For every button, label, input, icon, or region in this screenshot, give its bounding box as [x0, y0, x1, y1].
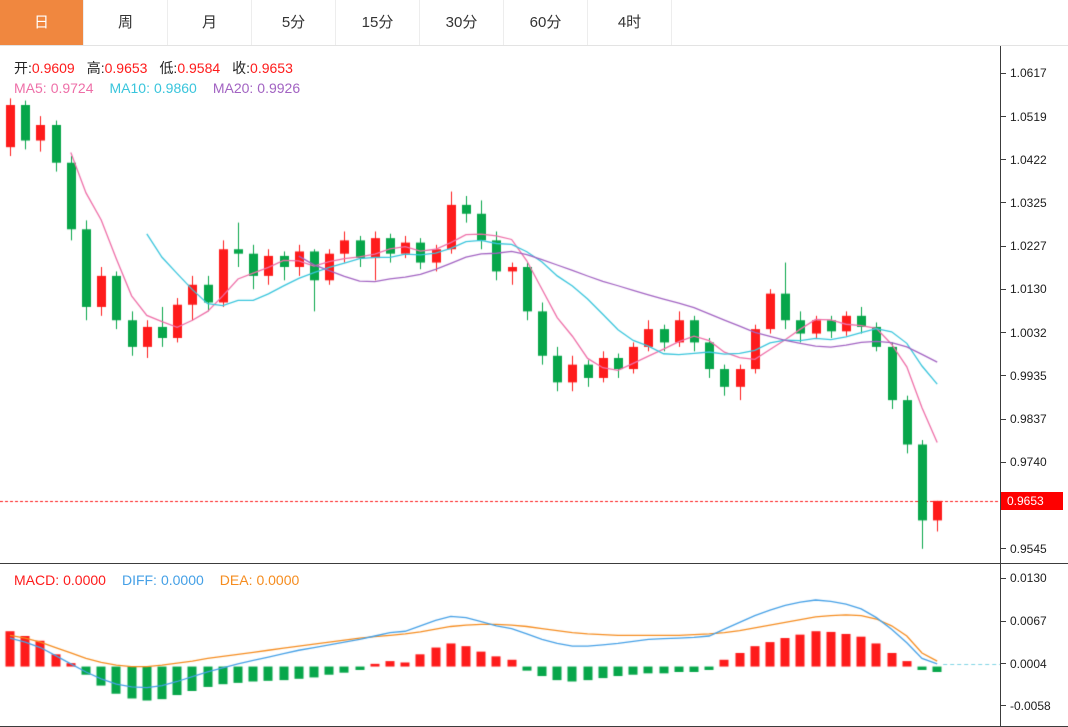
ma5-value: 0.9724	[50, 80, 94, 96]
axis-tick	[1001, 705, 1006, 707]
axis-tick	[1001, 461, 1006, 463]
y-axis-label: 1.0422	[1001, 152, 1047, 168]
ma20-label: MA20:	[212, 80, 254, 96]
ma10-value: 0.9860	[153, 80, 197, 96]
diff-label: DIFF:	[121, 572, 157, 588]
low-label: 低:	[159, 60, 178, 76]
y-axis-label: 1.0130	[1001, 281, 1047, 297]
tab-week[interactable]: 周	[84, 0, 168, 45]
panel-divider	[0, 563, 1068, 564]
dea-label: DEA:	[219, 572, 253, 588]
axis-tick	[1001, 577, 1006, 579]
ma-legend: MA5: 0.9724 MA10: 0.9860 MA20: 0.9926	[14, 80, 316, 96]
macd-panel: MACD: 0.0000 DIFF: 0.0000 DEA: 0.0000	[0, 564, 1000, 727]
y-axis-label: -0.0058	[1001, 698, 1051, 714]
ma5-label: MA5:	[14, 80, 47, 96]
macd-chart[interactable]	[0, 564, 1000, 727]
axis-tick	[1001, 375, 1006, 377]
axis-tick	[1001, 620, 1006, 622]
tab-60min[interactable]: 60分	[504, 0, 588, 45]
candlestick-panel: 开:0.9609 高:0.9653 低:0.9584 收:0.9653 MA5: 0.9…	[0, 46, 1000, 563]
y-axis-label: 0.0130	[1001, 570, 1047, 586]
axis-tick	[1001, 418, 1006, 420]
dea-value: 0.0000	[256, 572, 300, 588]
y-axis-label: 0.9837	[1001, 411, 1047, 427]
y-axis-label: 0.9935	[1001, 368, 1047, 384]
y-axis-label: 1.0325	[1001, 195, 1047, 211]
y-axis-label: 1.0032	[1001, 325, 1047, 341]
y-axis-label: 1.0227	[1001, 238, 1047, 254]
axis-tick	[1001, 245, 1006, 247]
close-label: 收:	[232, 60, 251, 76]
axis-tick	[1001, 288, 1006, 290]
open-label: 开:	[14, 60, 32, 76]
high-label: 高:	[86, 60, 105, 76]
y-axis-label: 1.0617	[1001, 65, 1047, 81]
current-price-badge: 0.9653	[1001, 491, 1063, 510]
y-axis-label: 0.9545	[1001, 541, 1047, 557]
price-axis: 0.9653 1.0617 1.0519 1.0422 1.0325 1.0227 1.0…	[1000, 46, 1068, 563]
tab-30min[interactable]: 30分	[420, 0, 504, 45]
close-value: 0.9653	[250, 60, 293, 76]
tab-month[interactable]: 月	[168, 0, 252, 45]
axis-tick	[1001, 202, 1006, 204]
tab-5min[interactable]: 5分	[252, 0, 336, 45]
tab-4hour[interactable]: 4时	[588, 0, 672, 45]
timeframe-tabbar: 日 周 月 5分 15分 30分 60分 4时	[0, 0, 1068, 46]
macd-label: MACD:	[14, 572, 60, 588]
ma10-label: MA10:	[109, 80, 150, 96]
y-axis-label: 1.0519	[1001, 109, 1047, 125]
macd-legend: MACD: 0.0000 DIFF: 0.0000 DEA: 0.0000	[14, 572, 315, 588]
axis-tick	[1001, 72, 1006, 74]
diff-value: 0.0000	[160, 572, 204, 588]
ohlc-legend: 开:0.9609 高:0.9653 低:0.9584 收:0.9653	[14, 58, 305, 78]
y-axis-label: 0.0004	[1001, 656, 1047, 672]
candlestick-chart[interactable]	[0, 46, 1000, 563]
tab-day[interactable]: 日	[0, 0, 84, 45]
macd-axis: 0.0130 0.0067 0.0004 -0.0058	[1000, 564, 1068, 727]
axis-tick	[1001, 548, 1006, 550]
open-value: 0.9609	[31, 60, 75, 76]
high-value: 0.9653	[104, 60, 148, 76]
low-value: 0.9584	[177, 60, 221, 76]
ma20-value: 0.9926	[257, 80, 301, 96]
tab-15min[interactable]: 15分	[336, 0, 420, 45]
axis-tick	[1001, 332, 1006, 334]
y-axis-label: 0.0067	[1001, 613, 1047, 629]
axis-tick	[1001, 663, 1006, 665]
axis-tick	[1001, 116, 1006, 118]
axis-tick	[1001, 159, 1006, 161]
y-axis-label: 0.9740	[1001, 454, 1047, 470]
macd-value: 0.0000	[63, 572, 106, 588]
